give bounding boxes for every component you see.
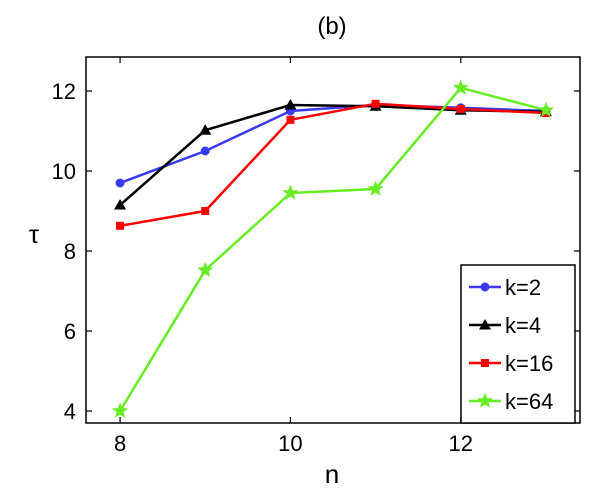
tick-layer: 8 10 12 4 6 8 10 12 <box>52 57 580 456</box>
legend-swatch-marker <box>480 282 490 292</box>
data-point <box>115 178 125 188</box>
plot-frame <box>85 56 581 424</box>
data-point <box>116 221 125 230</box>
legend-swatch-marker <box>477 392 493 408</box>
chart-title: (b) <box>317 13 346 40</box>
data-point <box>201 207 210 215</box>
series-k-64 <box>112 79 554 418</box>
data-point <box>200 146 210 156</box>
y-tick-label: 4 <box>64 399 76 424</box>
y-tick-label: 8 <box>64 239 76 264</box>
series-k-2 <box>115 100 551 188</box>
data-point <box>371 99 380 108</box>
legend-swatch-marker <box>479 319 491 330</box>
data-point <box>456 105 465 113</box>
data-point <box>452 79 469 95</box>
data-point <box>284 99 297 110</box>
legend: k=2 k=4 k=16 k=64 <box>460 264 576 424</box>
y-axis-label: τ <box>29 219 40 249</box>
legend-label: k=64 <box>505 389 553 414</box>
legend-item: k=2 <box>469 275 541 300</box>
data-point <box>537 101 554 117</box>
series-line <box>119 103 546 185</box>
series-line <box>119 102 546 228</box>
data-point <box>197 261 214 277</box>
legend-swatch-marker <box>481 359 489 367</box>
data-point <box>367 180 384 196</box>
legend-item: k=4 <box>469 313 541 338</box>
x-tick-label: 8 <box>114 431 126 456</box>
series-line <box>119 86 547 412</box>
series-k-16 <box>116 99 550 230</box>
y-tick-label: 6 <box>64 319 76 344</box>
x-tick-label: 10 <box>278 431 302 456</box>
legend-label: k=16 <box>505 351 553 376</box>
data-point <box>112 402 129 418</box>
y-tick-label: 12 <box>52 79 76 104</box>
data-point <box>286 115 295 124</box>
x-tick-label: 12 <box>449 431 473 456</box>
legend-box <box>460 264 576 424</box>
data-point <box>114 199 127 210</box>
legend-label: k=2 <box>505 275 541 300</box>
series-layer <box>112 79 554 418</box>
legend-item: k=64 <box>469 389 553 414</box>
legend-item: k=16 <box>469 351 553 376</box>
legend-label: k=4 <box>505 313 541 338</box>
data-point <box>282 184 299 200</box>
y-tick-label: 10 <box>52 159 76 184</box>
x-axis-label: n <box>325 459 339 489</box>
data-point <box>199 124 212 135</box>
series-k-4 <box>114 99 552 210</box>
